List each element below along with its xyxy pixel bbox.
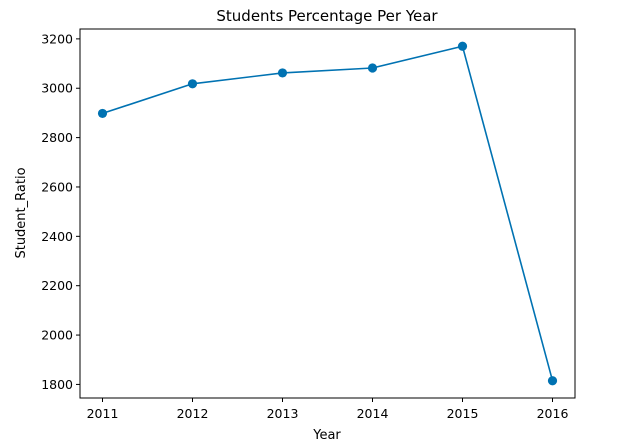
y-tick-label: 2000	[41, 328, 73, 343]
y-tick-label: 3000	[41, 81, 73, 96]
data-point-2014	[367, 63, 378, 73]
data-point-2016	[547, 376, 558, 386]
x-tick-label: 2014	[357, 406, 389, 421]
data-point-2013	[277, 68, 288, 78]
data-point-2015	[457, 41, 468, 51]
y-tick-label: 2600	[41, 179, 73, 194]
data-point-2012	[187, 79, 198, 89]
x-tick-label: 2016	[537, 406, 569, 421]
x-axis: 2011 2012 2013 2014 2015 2016	[87, 398, 569, 421]
x-tick-label: 2013	[267, 406, 299, 421]
series-line	[102, 45, 554, 381]
data-point-2011	[97, 108, 108, 119]
chart-title: Students Percentage Per Year	[216, 7, 438, 25]
y-tick-label: 2800	[41, 130, 73, 145]
y-tick-label: 2200	[41, 278, 73, 293]
y-tick-label: 3200	[41, 31, 73, 46]
x-axis-label: Year	[312, 428, 341, 443]
x-tick-label: 2015	[447, 406, 479, 421]
plot-layer	[97, 41, 558, 386]
y-tick-label: 2400	[41, 229, 73, 244]
plot-frame	[79, 28, 576, 399]
y-tick-label: 1800	[41, 377, 73, 392]
x-tick-label: 2012	[177, 406, 209, 421]
x-tick-label: 2011	[87, 406, 119, 421]
y-axis: 1800 2000 2200 2400 2600 2800 3000 3200	[41, 31, 80, 392]
y-axis-label: Student_Ratio	[14, 167, 29, 258]
